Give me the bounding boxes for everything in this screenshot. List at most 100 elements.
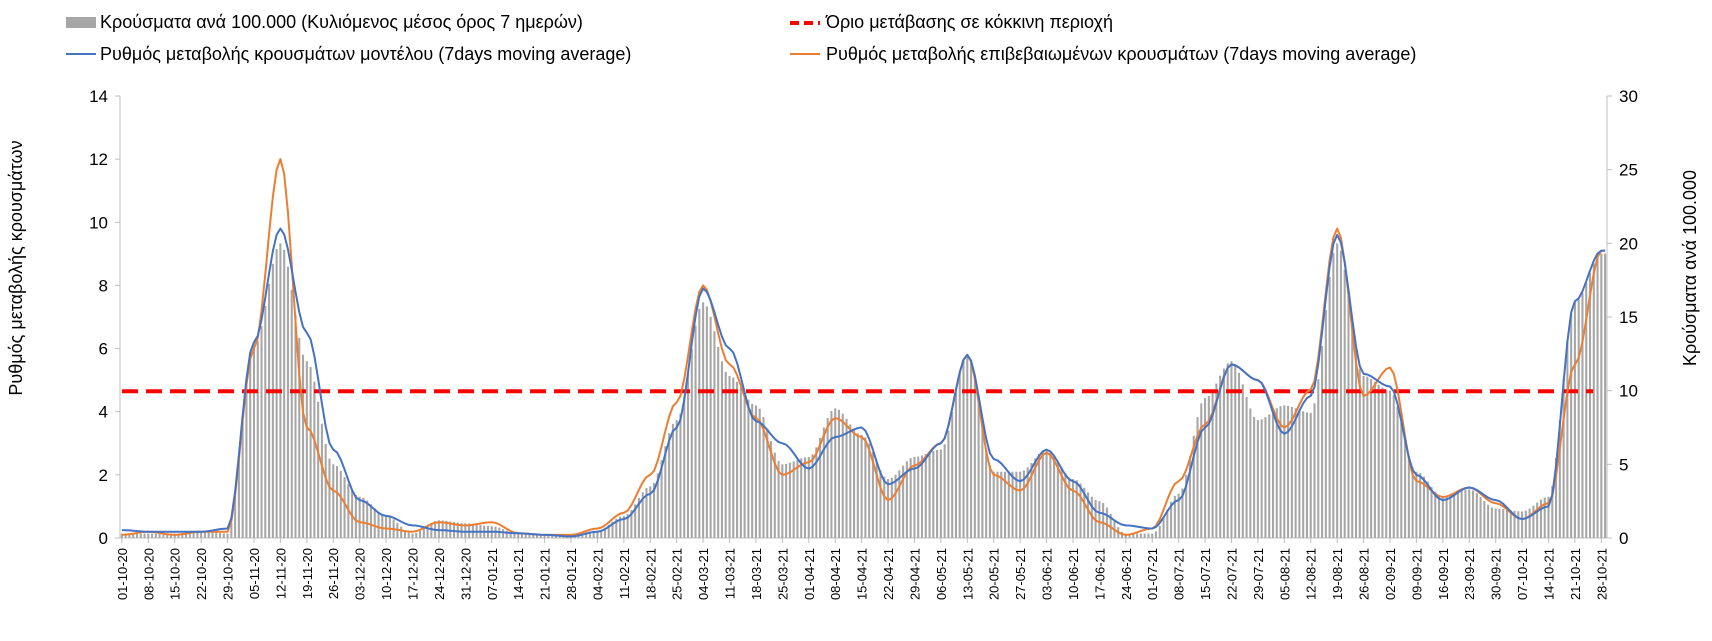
bar: [985, 448, 988, 538]
bar: [875, 461, 878, 538]
bar: [1339, 250, 1342, 538]
bar: [1456, 492, 1459, 538]
bar: [1260, 419, 1263, 538]
bar: [1513, 510, 1516, 538]
bar: [343, 477, 346, 538]
bar: [169, 533, 172, 538]
bar: [845, 418, 848, 538]
bar: [426, 525, 429, 538]
bar: [951, 411, 954, 538]
bar: [1505, 509, 1509, 538]
bar: [509, 532, 512, 538]
y-right-tick-label: 20: [1619, 234, 1638, 253]
x-tick-label: 04-02-21: [590, 548, 605, 600]
bar: [1604, 253, 1607, 538]
bar: [1407, 455, 1410, 538]
bar: [1392, 395, 1395, 538]
bar: [992, 471, 995, 538]
bar: [1517, 511, 1520, 538]
y-right-tick-label: 15: [1619, 308, 1638, 327]
y-right-tick-label: 0: [1619, 529, 1628, 548]
x-tick-label: 17-06-21: [1092, 548, 1107, 600]
bar: [1034, 458, 1037, 538]
x-tick-label: 02-09-21: [1383, 548, 1398, 600]
bar: [932, 451, 935, 538]
bar: [879, 470, 882, 538]
legend-label-bars: Κρούσματα ανά 100.000 (Κυλιόμενος μέσος …: [100, 12, 583, 32]
bar: [166, 533, 169, 538]
bar: [547, 535, 550, 538]
x-tick-label: 22-07-21: [1224, 548, 1239, 600]
bar: [1388, 390, 1392, 538]
x-tick-label: 24-06-21: [1119, 548, 1134, 600]
x-tick-label: 03-06-21: [1040, 548, 1055, 600]
bar: [313, 381, 316, 538]
bar: [849, 424, 852, 538]
bar: [1453, 493, 1456, 538]
bar: [830, 411, 833, 538]
bar: [826, 417, 829, 538]
bar: [1003, 471, 1007, 538]
bar: [1581, 292, 1584, 538]
bar: [622, 515, 625, 538]
legend-label-model: Ρυθμός μεταβολής κρουσμάτων μοντέλου (7d…: [100, 44, 631, 64]
bar: [132, 533, 135, 538]
bar: [1143, 533, 1146, 538]
bar: [1562, 378, 1565, 538]
bar: [256, 340, 259, 538]
bar: [694, 325, 697, 538]
bar: [452, 522, 456, 538]
bar: [720, 361, 724, 538]
bar: [1264, 417, 1267, 538]
bar: [977, 400, 980, 538]
bar: [588, 531, 591, 538]
bar: [645, 488, 648, 538]
bar: [1222, 368, 1225, 538]
x-tick-label: 10-12-20: [379, 548, 394, 600]
bar: [1426, 481, 1429, 538]
bar: [1253, 416, 1256, 538]
bar: [996, 471, 999, 538]
bar: [811, 454, 814, 538]
x-tick-label: 18-03-21: [749, 548, 764, 600]
bar: [860, 434, 863, 538]
x-tick-label: 01-10-20: [115, 548, 130, 600]
bar: [1026, 467, 1029, 538]
y-left-tick-label: 0: [99, 529, 108, 548]
bar: [207, 531, 210, 538]
bar: [181, 532, 184, 538]
x-tick-label: 16-09-21: [1436, 548, 1451, 600]
x-tick-label: 31-12-20: [458, 548, 473, 600]
bar: [1087, 492, 1090, 538]
bar: [747, 399, 750, 538]
bar: [871, 452, 874, 538]
bar: [1037, 453, 1041, 538]
bar: [264, 305, 267, 538]
bar: [1570, 313, 1573, 538]
bar: [1438, 495, 1441, 538]
bar: [1464, 489, 1467, 538]
bar: [324, 443, 327, 538]
x-tick-label: 29-04-21: [907, 548, 922, 600]
bar: [1290, 406, 1293, 538]
bar: [630, 510, 633, 538]
bar: [675, 420, 678, 538]
bar: [822, 427, 825, 538]
bar: [1298, 409, 1301, 538]
bar: [196, 530, 199, 538]
bar: [1207, 395, 1210, 538]
bar: [1400, 422, 1403, 538]
x-tick-label: 03-12-20: [353, 548, 368, 600]
bar: [317, 401, 320, 538]
x-tick-label: 08-04-21: [828, 548, 843, 600]
bar: [1105, 507, 1108, 538]
bar: [120, 533, 123, 538]
bar: [739, 387, 742, 538]
bar: [1449, 495, 1452, 538]
bar: [773, 452, 776, 538]
bar: [286, 266, 289, 538]
bar: [690, 348, 693, 538]
bar: [728, 375, 731, 538]
bar: [1479, 496, 1482, 538]
model-series-line: [121, 227, 1606, 538]
